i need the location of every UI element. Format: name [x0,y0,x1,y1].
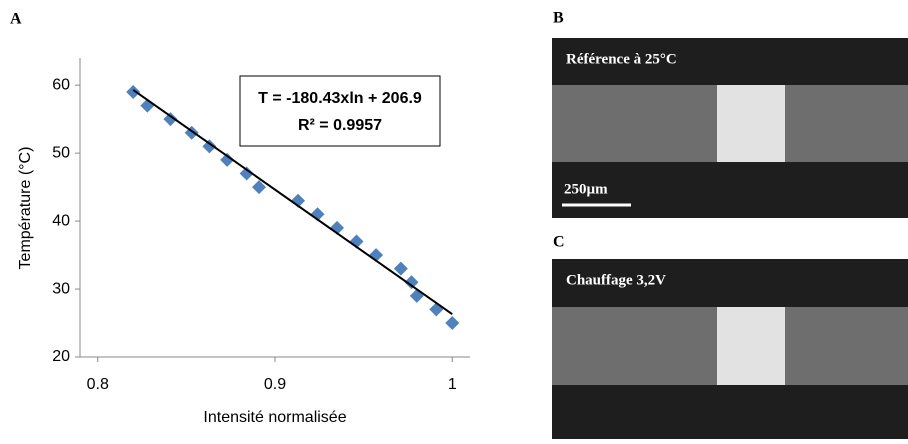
panel-label: C [553,234,565,251]
trendline [132,89,453,316]
image-caption: Chauffage 3,2V [566,272,666,288]
point [404,275,419,290]
point [429,302,444,317]
point [393,261,408,276]
point [252,180,267,195]
point [126,84,141,99]
scale-bar-label: 250µm [564,181,608,197]
panel-label: A [10,11,22,28]
point [445,316,460,331]
y-tick-label: 40 [52,212,70,229]
point [163,112,178,127]
x-tick-label: 0.9 [264,376,286,393]
equation: T = -180.43xln + 206.9 [258,90,422,107]
y-tick-label: 60 [52,76,70,93]
x-tick-label: 1 [448,376,457,393]
x-axis-label: Intensité normalisée [203,409,346,426]
micrograph [552,38,908,218]
y-axis-label: Température (°C) [17,147,34,270]
y-tick-label: 30 [52,280,70,297]
x-tick-label: 0.8 [87,376,109,393]
y-tick-label: 50 [52,144,70,161]
equation-box [239,75,441,147]
panel-label: B [553,10,564,27]
r-squared: R² = 0.9957 [298,117,382,134]
y-tick-label: 20 [52,348,70,365]
image-caption: Référence à 25°C [566,51,677,67]
point [409,288,424,303]
point [202,139,217,154]
micrograph [552,259,908,439]
point [220,152,235,167]
point [239,166,254,181]
